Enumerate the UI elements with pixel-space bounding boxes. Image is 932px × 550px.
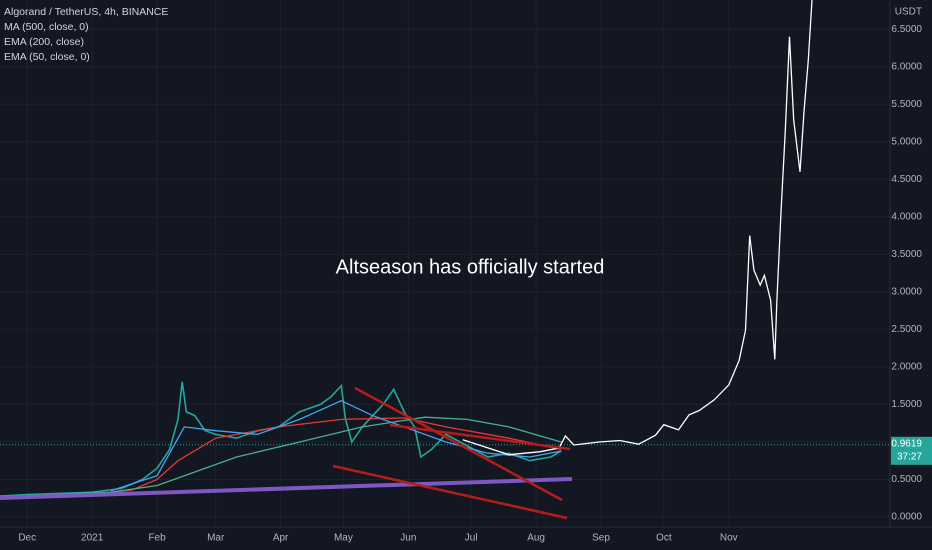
countdown-label: 37:27 xyxy=(897,451,922,462)
y-tick-label: 3.0000 xyxy=(891,287,922,298)
drawings xyxy=(0,386,573,520)
trend-line xyxy=(354,386,563,502)
grid xyxy=(0,0,890,527)
trend-line xyxy=(0,477,573,500)
y-tick-label: 0.5000 xyxy=(891,474,922,485)
y-tick-label: 3.5000 xyxy=(891,249,922,260)
trend-line xyxy=(389,423,571,451)
y-axis-label: USDT xyxy=(895,7,922,18)
legend-entry: MA (500, close, 0) xyxy=(4,21,89,33)
x-tick-label: Oct xyxy=(656,533,672,544)
x-tick-label: Jul xyxy=(465,533,478,544)
y-tick-label: 1.5000 xyxy=(891,399,922,410)
y-tick-label: 6.0000 xyxy=(891,61,922,72)
x-tick-label: Dec xyxy=(18,533,36,544)
y-tick-label: 4.0000 xyxy=(891,211,922,222)
trend-line xyxy=(332,464,568,520)
x-tick-label: Aug xyxy=(527,533,545,544)
x-tick-label: Apr xyxy=(273,533,289,544)
legend-entry: Algorand / TetherUS, 4h, BINANCE xyxy=(4,6,168,18)
annotation: Altseason has officially started xyxy=(336,256,605,278)
y-tick-label: 5.5000 xyxy=(891,99,922,110)
series-line xyxy=(110,399,562,492)
legend-entry: EMA (200, close) xyxy=(4,36,84,48)
x-tick-label: Jun xyxy=(400,533,416,544)
x-tick-label: Feb xyxy=(148,533,166,544)
x-tick-label: May xyxy=(334,533,353,544)
x-tick-label: 2021 xyxy=(81,533,104,544)
series-line xyxy=(462,0,813,456)
legend-entry: EMA (50, close, 0) xyxy=(4,51,90,63)
y-tick-label: 2.5000 xyxy=(891,324,922,335)
y-tick-label: 6.5000 xyxy=(891,24,922,35)
y-tick-label: 2.0000 xyxy=(891,362,922,373)
x-tick-label: Mar xyxy=(207,533,225,544)
series-line xyxy=(0,381,562,497)
last-price-badge xyxy=(891,436,932,465)
plot-area xyxy=(0,0,813,497)
last-price-label: 0.9619 xyxy=(891,438,922,449)
y-tick-label: 5.0000 xyxy=(891,136,922,147)
series-line xyxy=(27,416,562,497)
x-tick-label: Nov xyxy=(720,533,738,544)
y-tick-label: 0.0000 xyxy=(891,512,922,523)
y-tick-label: 4.5000 xyxy=(891,174,922,185)
x-tick-label: Sep xyxy=(592,533,610,544)
